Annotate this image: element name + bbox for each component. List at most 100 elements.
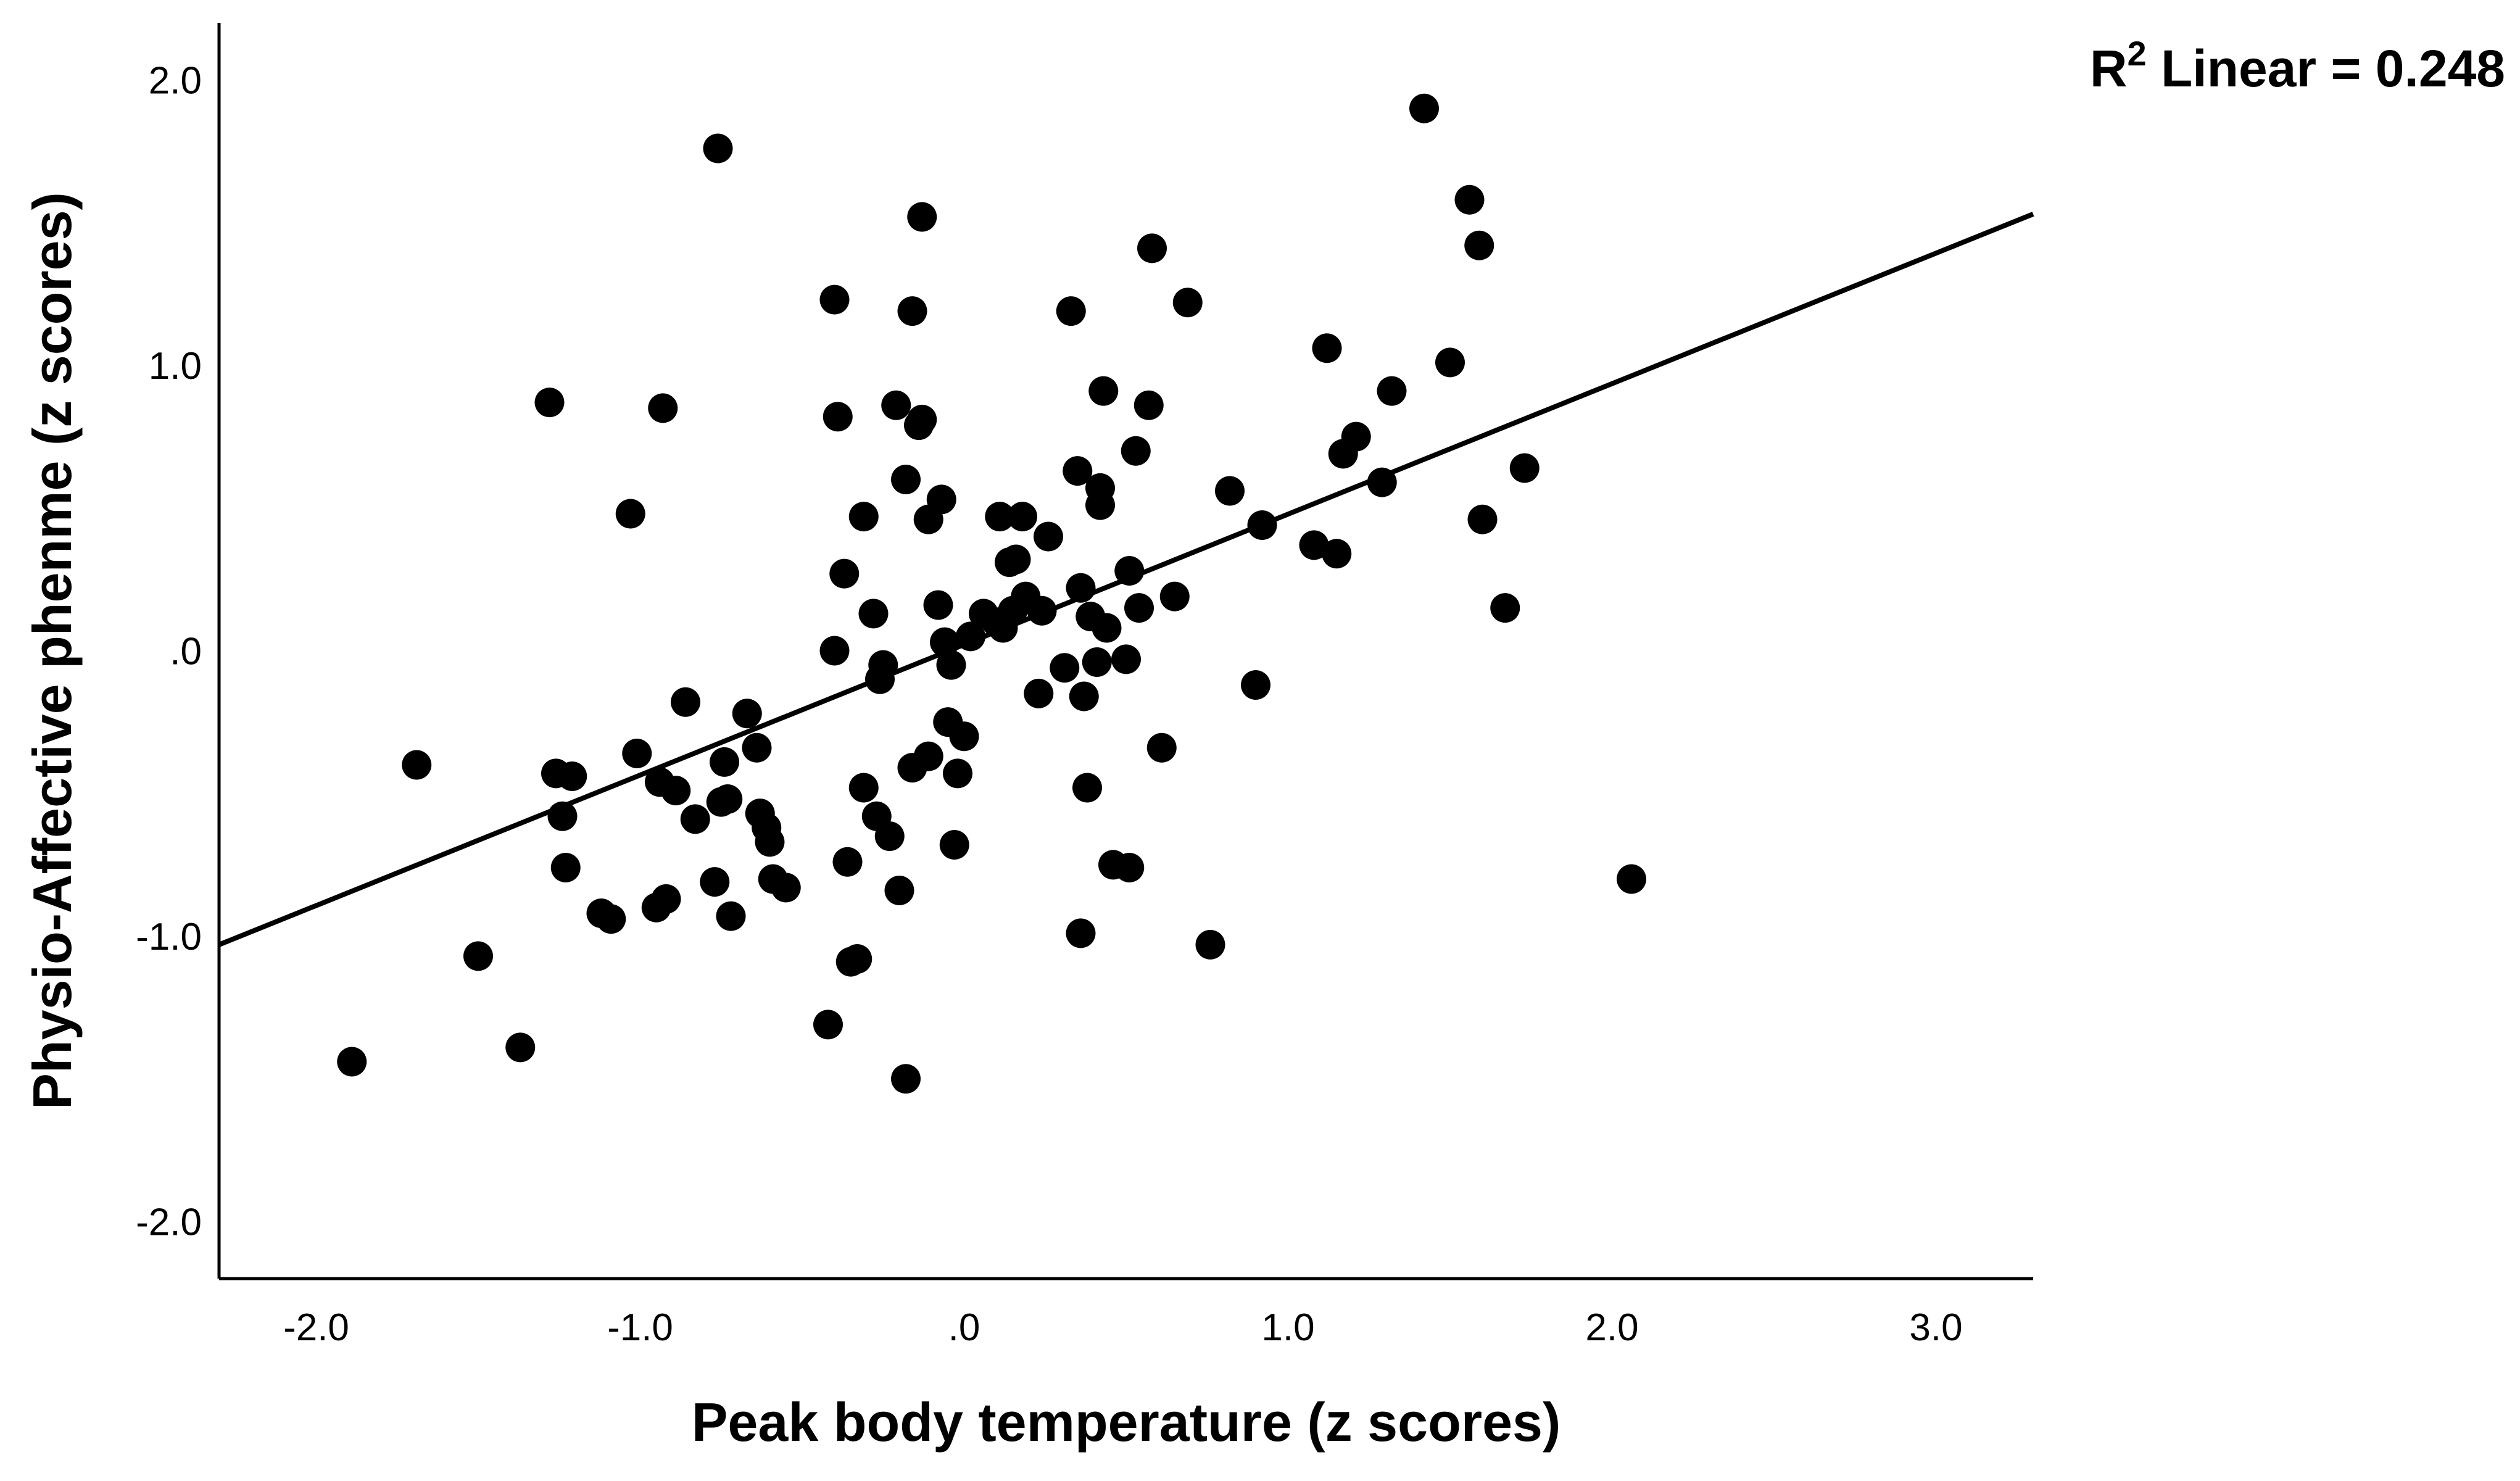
data-point — [1247, 510, 1277, 540]
data-point — [907, 404, 937, 434]
data-point — [596, 904, 626, 934]
data-point — [1114, 853, 1145, 882]
data-point — [661, 776, 691, 806]
data-point — [819, 284, 850, 315]
data-point — [891, 1064, 921, 1094]
data-point — [848, 773, 879, 803]
y-tick-label: 1.0 — [149, 345, 202, 388]
data-point — [1454, 185, 1485, 215]
r-squared-value: Linear = 0.248 — [2147, 39, 2505, 97]
data-point — [505, 1032, 536, 1063]
data-point — [1066, 918, 1096, 948]
data-point — [1008, 502, 1037, 532]
axes — [217, 23, 2033, 1280]
x-tick-label: .0 — [948, 1306, 980, 1349]
data-point — [700, 867, 730, 897]
data-point — [1341, 421, 1371, 452]
data-point — [671, 687, 700, 717]
data-point — [881, 390, 911, 420]
data-point — [742, 732, 772, 763]
data-point — [874, 821, 905, 852]
data-point — [813, 1010, 843, 1040]
y-axis-ticks: -2.0 -1.0 .0 1.0 2.0 — [136, 60, 202, 1244]
data-point — [557, 761, 587, 791]
data-point — [1066, 573, 1096, 603]
data-point — [939, 830, 969, 860]
data-point — [1137, 233, 1167, 263]
data-point — [1134, 390, 1164, 420]
data-point — [703, 133, 733, 164]
data-point — [680, 804, 710, 834]
data-point — [732, 699, 762, 729]
data-point — [463, 941, 493, 971]
data-point — [1001, 544, 1031, 575]
data-point — [926, 484, 956, 515]
data-point — [1085, 473, 1115, 503]
data-point — [1617, 864, 1646, 894]
data-point — [1082, 647, 1112, 677]
data-point — [651, 884, 681, 914]
data-point — [1377, 376, 1407, 406]
data-point — [819, 636, 850, 666]
data-point — [1072, 773, 1102, 803]
data-point — [842, 944, 872, 974]
data-point — [1056, 296, 1086, 326]
x-tick-label: -2.0 — [283, 1306, 349, 1349]
data-point — [534, 388, 565, 418]
data-point — [771, 873, 801, 903]
data-point — [713, 784, 743, 814]
data-point — [1124, 593, 1154, 623]
data-point — [1024, 678, 1054, 708]
x-tick-label: 2.0 — [1585, 1306, 1638, 1349]
x-axis-ticks: -2.0 -1.0 .0 1.0 2.0 3.0 — [283, 1306, 1963, 1349]
x-tick-label: -1.0 — [607, 1306, 673, 1349]
data-point — [823, 402, 853, 432]
x-tick-label: 3.0 — [1909, 1306, 1962, 1349]
data-point — [832, 847, 863, 877]
data-point — [1241, 670, 1270, 700]
data-point — [1367, 467, 1397, 497]
data-point — [1050, 653, 1080, 683]
data-point — [615, 499, 645, 529]
r-symbol: R — [2090, 39, 2128, 97]
data-point — [949, 721, 979, 752]
data-point — [943, 758, 972, 789]
data-point — [1034, 521, 1063, 552]
r-squared-annotation: R2 Linear = 0.248 — [2090, 34, 2505, 97]
data-point — [1490, 593, 1520, 623]
y-tick-label: -2.0 — [136, 1201, 202, 1244]
data-point — [913, 741, 943, 771]
data-point — [1299, 530, 1329, 560]
data-point — [1312, 333, 1342, 363]
data-point — [648, 393, 678, 423]
data-point — [1146, 732, 1177, 763]
data-point — [936, 650, 966, 680]
data-point — [1114, 556, 1145, 586]
data-point — [547, 801, 578, 831]
data-point — [1063, 456, 1093, 486]
r-squared-superscript: 2 — [2127, 34, 2146, 73]
data-point — [858, 599, 889, 629]
data-point — [1409, 93, 1439, 123]
data-point — [930, 627, 960, 657]
data-point — [755, 827, 785, 857]
data-point — [891, 465, 921, 494]
data-point — [956, 621, 985, 652]
data-point — [1111, 644, 1141, 674]
data-point — [907, 202, 937, 232]
data-point — [985, 502, 1015, 532]
data-point — [622, 739, 652, 768]
data-point — [848, 502, 879, 532]
x-axis-title: Peak body temperature (z scores) — [692, 1392, 1561, 1453]
data-point — [1467, 504, 1498, 534]
data-point — [1027, 595, 1057, 626]
x-tick-label: 1.0 — [1261, 1306, 1314, 1349]
data-point — [829, 558, 860, 589]
data-points — [337, 93, 1646, 1094]
data-point — [1092, 613, 1122, 643]
data-point — [923, 590, 953, 620]
y-tick-label: -1.0 — [136, 916, 202, 958]
data-point — [1159, 581, 1190, 612]
